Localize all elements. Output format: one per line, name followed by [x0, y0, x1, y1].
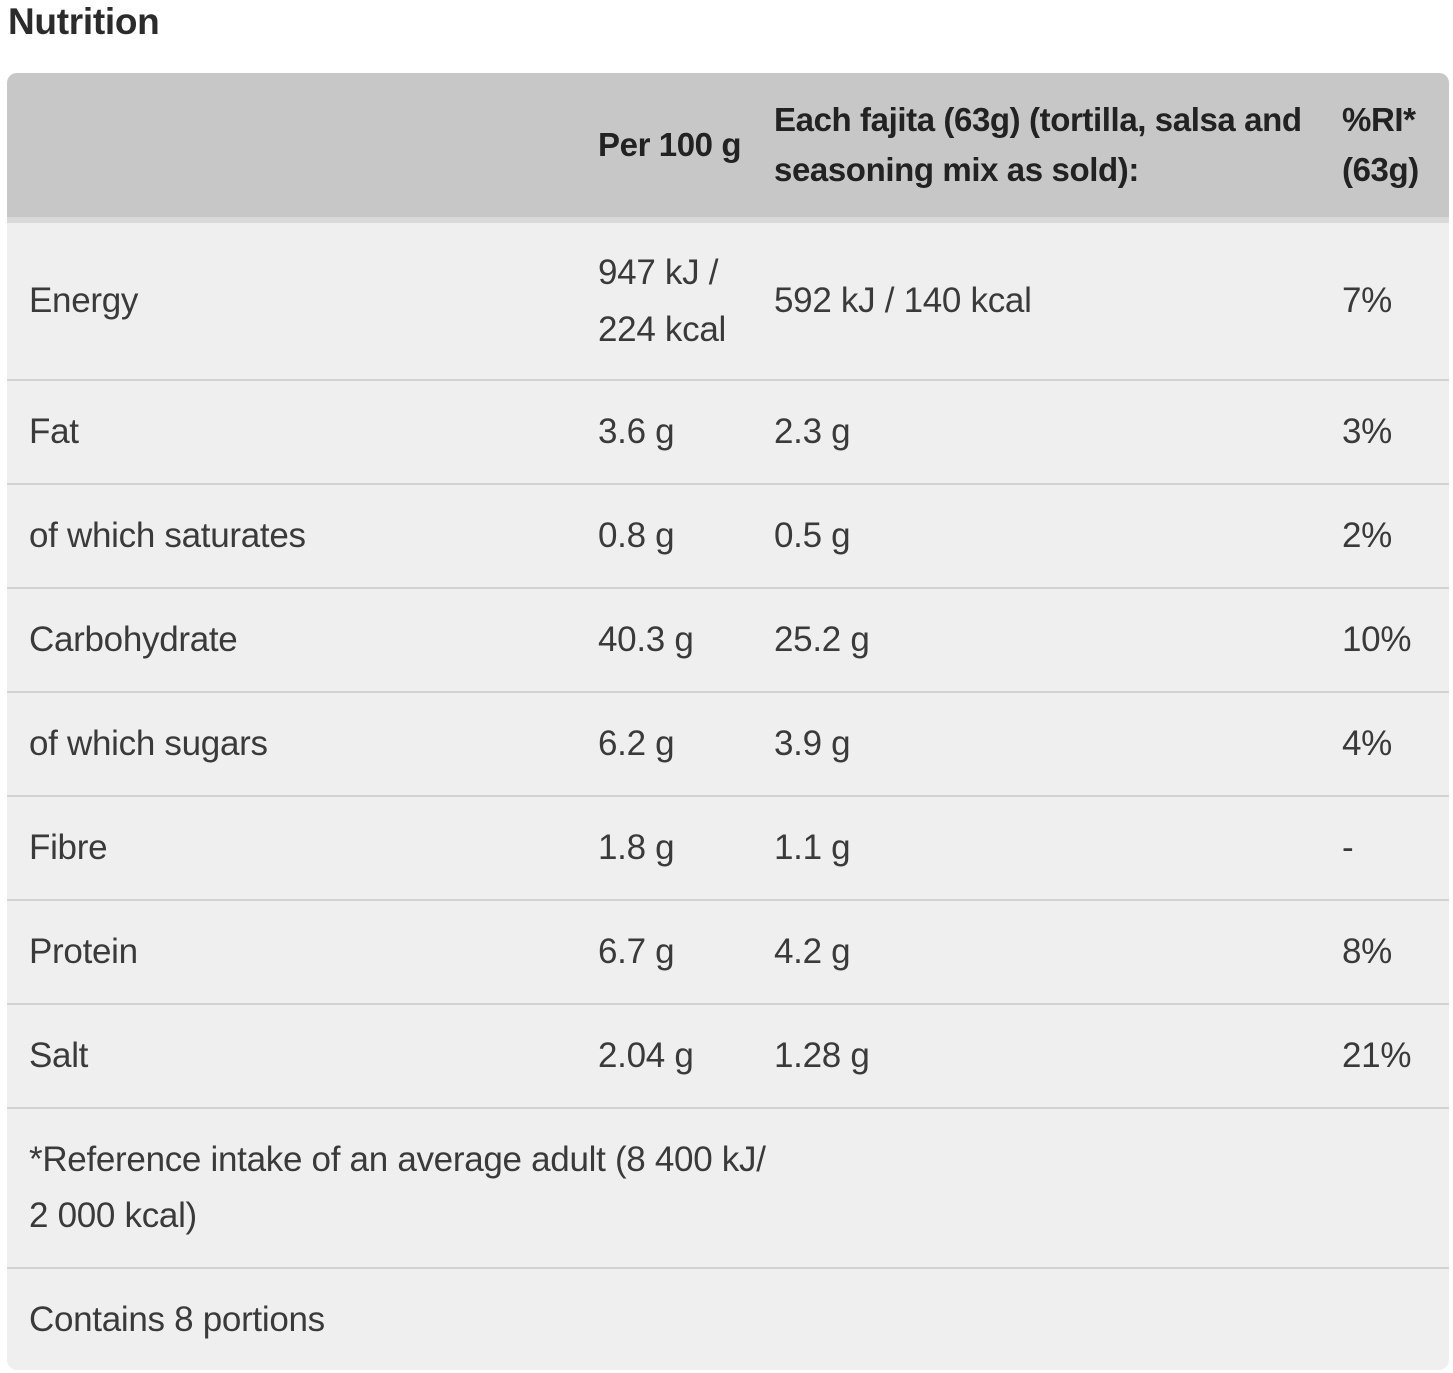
note-spacer [1342, 1107, 1449, 1268]
reference-intake-note-row: *Reference intake of an average adult (8… [7, 1107, 1449, 1268]
table-row: of which saturates 0.8 g 0.5 g 2% [7, 483, 1449, 588]
header-nutrient [7, 73, 598, 220]
table-body: Energy 947 kJ / 224 kcal 592 kJ / 140 kc… [7, 217, 1449, 1370]
table-row: Energy 947 kJ / 224 kcal 592 kJ / 140 kc… [7, 217, 1449, 380]
each-fajita-value: 4.2 g [774, 899, 1342, 1004]
per-100g-value: 3.6 g [598, 379, 774, 484]
table-header: Per 100 g Each fajita (63g) (tortilla, s… [7, 73, 1449, 220]
nutrition-table: Per 100 g Each fajita (63g) (tortilla, s… [7, 73, 1449, 1370]
ri-value: 8% [1342, 899, 1449, 1004]
per-100g-value: 2.04 g [598, 1003, 774, 1108]
nutrient-name: Protein [7, 899, 598, 1004]
each-fajita-value: 592 kJ / 140 kcal [774, 217, 1342, 380]
header-row: Per 100 g Each fajita (63g) (tortilla, s… [7, 73, 1449, 220]
per-100g-value: 40.3 g [598, 587, 774, 692]
header-each-fajita: Each fajita (63g) (tortilla, salsa and s… [774, 101, 1302, 188]
each-fajita-value: 1.1 g [774, 795, 1342, 900]
nutrient-name: Fibre [7, 795, 598, 900]
each-fajita-value: 25.2 g [774, 587, 1342, 692]
per-100g-value: 0.8 g [598, 483, 774, 588]
ri-value: 2% [1342, 483, 1449, 588]
portions-text: Contains 8 portions [7, 1267, 1449, 1370]
nutrition-table-container: Per 100 g Each fajita (63g) (tortilla, s… [7, 73, 1449, 1370]
table-row: Fat 3.6 g 2.3 g 3% [7, 379, 1449, 484]
table-row: Protein 6.7 g 4.2 g 8% [7, 899, 1449, 1004]
table-row: Carbohydrate 40.3 g 25.2 g 10% [7, 587, 1449, 692]
nutrient-name: Fat [7, 379, 598, 484]
table-row: Salt 2.04 g 1.28 g 21% [7, 1003, 1449, 1108]
ri-value: 21% [1342, 1003, 1449, 1108]
nutrient-name: of which saturates [7, 483, 598, 588]
section-title: Nutrition [8, 1, 160, 42]
nutrient-name: of which sugars [7, 691, 598, 796]
nutrient-name: Salt [7, 1003, 598, 1108]
each-fajita-value: 0.5 g [774, 483, 1342, 588]
table-row: Fibre 1.8 g 1.1 g - [7, 795, 1449, 900]
ri-value: - [1342, 795, 1449, 900]
nutrient-name: Energy [7, 217, 598, 380]
per-100g-value: 6.7 g [598, 899, 774, 1004]
each-fajita-value: 1.28 g [774, 1003, 1342, 1108]
portions-row: Contains 8 portions [7, 1267, 1449, 1370]
ri-value: 7% [1342, 217, 1449, 380]
header-ri: %RI* (63g) [1342, 101, 1419, 188]
nutrient-name: Carbohydrate [7, 587, 598, 692]
per-100g-value: 6.2 g [598, 691, 774, 796]
table-row: of which sugars 6.2 g 3.9 g 4% [7, 691, 1449, 796]
note-spacer [774, 1107, 1342, 1268]
each-fajita-value: 2.3 g [774, 379, 1342, 484]
per-100g-value: 947 kJ / 224 kcal [598, 217, 774, 380]
reference-intake-note: *Reference intake of an average adult (8… [7, 1107, 774, 1268]
per-100g-value: 1.8 g [598, 795, 774, 900]
header-per-100g: Per 100 g [598, 126, 742, 163]
ri-value: 10% [1342, 587, 1449, 692]
ri-value: 3% [1342, 379, 1449, 484]
ri-value: 4% [1342, 691, 1449, 796]
each-fajita-value: 3.9 g [774, 691, 1342, 796]
